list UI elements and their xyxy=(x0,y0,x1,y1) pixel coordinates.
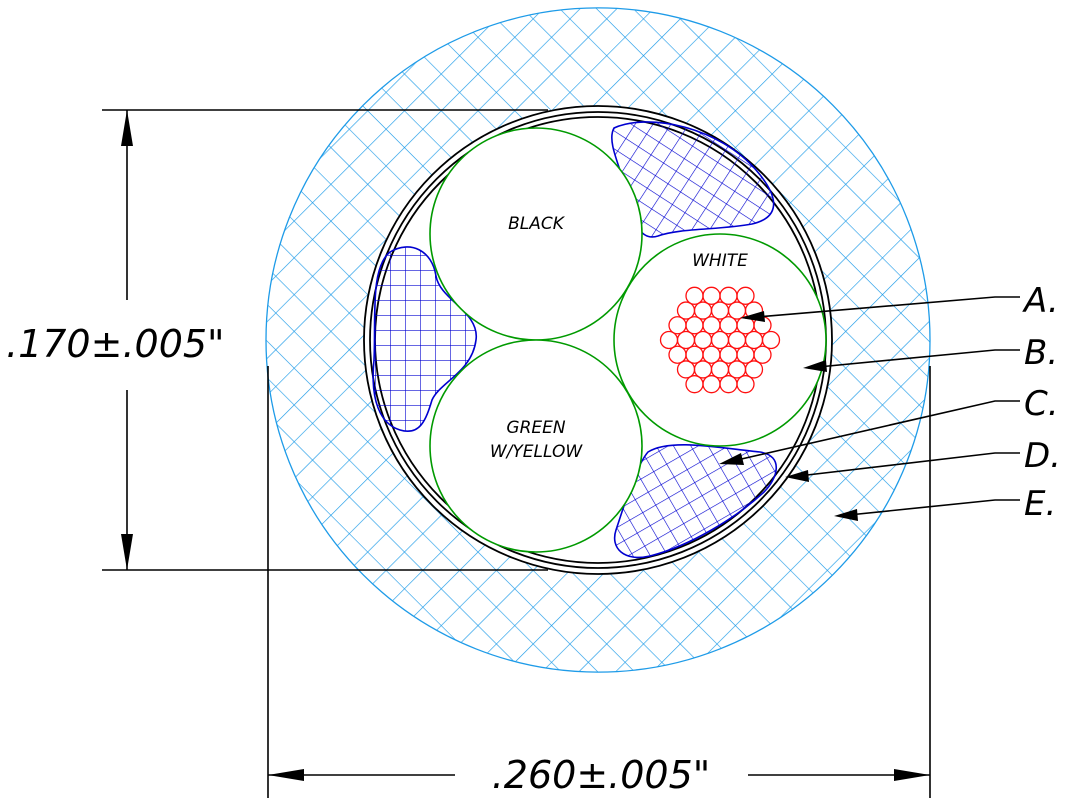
strand-bundle xyxy=(659,286,781,394)
callout-b: B. xyxy=(1024,333,1058,373)
strand xyxy=(753,345,772,364)
filler-bottom-right xyxy=(613,444,777,559)
outer-diameter-dimension xyxy=(267,366,931,798)
strand xyxy=(736,286,755,305)
conductor-green-yellow xyxy=(429,339,643,553)
callout-a: A. xyxy=(1022,281,1059,321)
label-green: GREEN xyxy=(506,418,565,438)
conductor-black xyxy=(429,127,643,341)
callout-leaders xyxy=(719,296,1020,521)
callout-c: C. xyxy=(1024,384,1059,424)
strand xyxy=(761,330,781,350)
strand xyxy=(736,375,755,394)
outer-diameter-label: .260±.005" xyxy=(492,753,711,797)
inner-diameter-label: .170±.005" xyxy=(6,322,225,366)
strand xyxy=(744,360,764,379)
conductor-white xyxy=(613,233,827,447)
callout-d: D. xyxy=(1024,436,1061,476)
label-white: WHITE xyxy=(692,251,748,271)
filler-left xyxy=(372,246,477,433)
callout-e: E. xyxy=(1024,484,1056,524)
inner-diameter-dimension xyxy=(102,109,548,571)
label-w-yellow: W/YELLOW xyxy=(490,442,583,462)
label-black: BLACK xyxy=(508,214,566,234)
